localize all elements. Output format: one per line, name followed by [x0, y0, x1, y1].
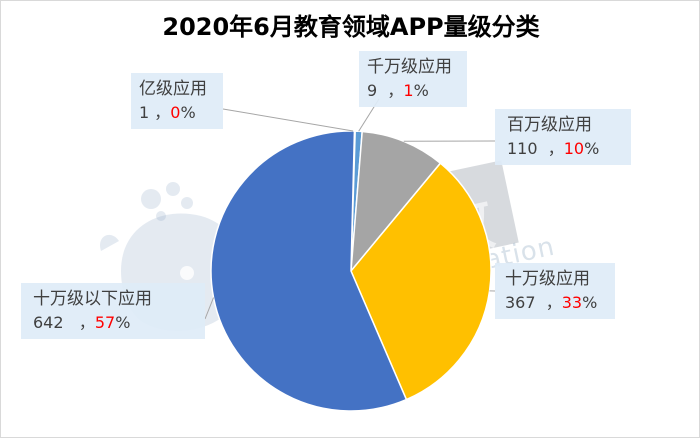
label-separator: ，: [546, 293, 562, 312]
label-below-shiwan-level-value: 642: [33, 313, 64, 332]
label-yi-level: 亿级应用 1 ，0%: [131, 73, 223, 129]
label-shiwan-level-value: 367: [505, 293, 536, 312]
label-percent-sign: %: [584, 139, 599, 158]
label-percent-sign: %: [414, 81, 429, 100]
label-yi-level-name: 亿级应用: [139, 77, 215, 101]
label-baiwan-level: 百万级应用 110 ，10%: [495, 109, 631, 165]
label-yi-level-percent: 0: [170, 103, 180, 122]
label-separator: ，: [387, 81, 403, 100]
label-qianwan-level-value: 9: [367, 81, 377, 100]
label-separator: ，: [548, 139, 564, 158]
label-below-shiwan-level: 十万级以下应用 642 ，57%: [21, 283, 205, 339]
label-baiwan-level-value: 110: [507, 139, 538, 158]
label-percent-sign: %: [180, 103, 195, 122]
label-qianwan-level: 千万级应用 9 ，1%: [359, 51, 467, 107]
label-separator: ，: [79, 313, 95, 332]
label-shiwan-level-percent: 33: [562, 293, 582, 312]
leader-below-shiwan-level: [205, 298, 214, 319]
label-qianwan-level-percent: 1: [403, 81, 413, 100]
leader-yi-level: [223, 109, 353, 131]
label-shiwan-level-name: 十万级应用: [505, 267, 607, 291]
label-percent-sign: %: [115, 313, 130, 332]
label-baiwan-level-percent: 10: [564, 139, 584, 158]
label-separator: ，: [154, 103, 170, 122]
label-qianwan-level-name: 千万级应用: [367, 55, 459, 79]
label-shiwan-level: 十万级应用 367 ，33%: [495, 263, 615, 319]
label-percent-sign: %: [582, 293, 597, 312]
label-yi-level-value: 1: [139, 103, 149, 122]
label-below-shiwan-level-name: 十万级以下应用: [33, 287, 197, 311]
label-baiwan-level-name: 百万级应用: [507, 113, 623, 137]
label-below-shiwan-level-percent: 57: [95, 313, 115, 332]
